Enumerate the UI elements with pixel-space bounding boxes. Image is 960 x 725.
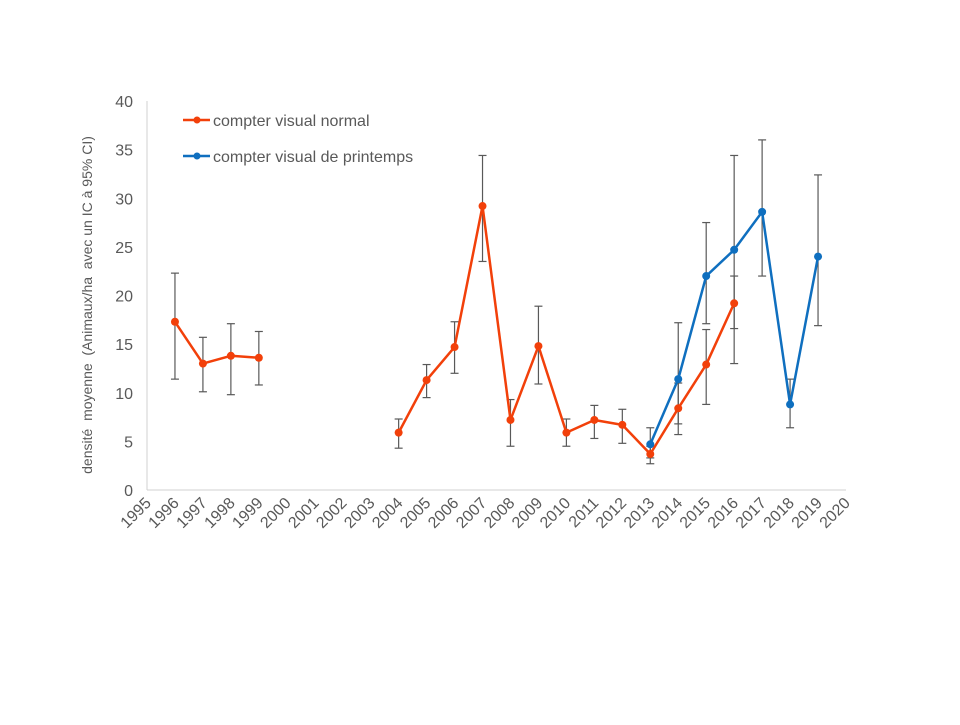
data-point	[478, 202, 487, 211]
x-tick-label: 2007	[453, 495, 490, 532]
y-axis-label: densité moyenne (Animaux/ha avec un IC à…	[79, 136, 95, 474]
data-point	[254, 353, 263, 362]
x-tick-label: 2008	[481, 495, 518, 532]
data-point	[226, 351, 235, 360]
data-point	[562, 428, 571, 437]
data-point	[646, 450, 655, 459]
x-tick-label: 2013	[621, 495, 658, 532]
series-lines	[170, 202, 823, 459]
y-tick-label: 25	[115, 240, 133, 257]
y-tick-label: 0	[124, 483, 133, 500]
x-tick-label: 2018	[761, 495, 798, 532]
x-tick-label: 2009	[509, 495, 546, 532]
legend-marker-printemps	[193, 152, 201, 160]
data-point	[590, 415, 599, 424]
data-point	[646, 440, 655, 449]
x-tick-label: 2010	[537, 495, 574, 532]
data-point	[730, 245, 739, 254]
y-tick-label: 10	[115, 386, 133, 403]
x-tick-label: 2004	[369, 495, 406, 532]
data-point	[674, 375, 683, 384]
y-tick-label: 35	[115, 143, 133, 160]
x-tick-label: 1998	[202, 495, 239, 532]
x-tick-label: 2003	[341, 495, 378, 532]
data-point	[170, 317, 179, 326]
y-tick-label: 30	[115, 191, 133, 208]
x-tick-label: 2020	[817, 495, 854, 532]
x-tick-label: 1996	[146, 495, 183, 532]
legend-label-printemps: compter visual de printemps	[213, 149, 413, 166]
x-tick-label: 2006	[425, 495, 462, 532]
data-point	[702, 272, 711, 281]
x-tick-label: 2005	[397, 495, 434, 532]
data-point	[450, 343, 459, 352]
x-tick-label: 2002	[313, 495, 350, 532]
data-point	[674, 404, 683, 413]
x-tick-label: 1995	[118, 495, 155, 532]
x-tick-label: 2001	[285, 495, 322, 532]
legend-label-normal: compter visual normal	[213, 113, 370, 130]
y-tick-label: 20	[115, 289, 133, 306]
data-point	[702, 360, 711, 369]
series-line	[173, 321, 259, 365]
x-tick-label: 2019	[789, 495, 826, 532]
x-tick-label: 2012	[593, 495, 630, 532]
data-point	[394, 428, 403, 437]
x-tick-label: 2016	[705, 495, 742, 532]
data-point	[730, 299, 739, 308]
data-point	[422, 376, 431, 385]
data-point	[506, 415, 515, 424]
legend: compter visual normal compter visual de …	[183, 113, 413, 166]
data-point	[814, 252, 823, 261]
error-bars	[170, 139, 823, 465]
x-tick-label: 2011	[566, 495, 602, 531]
data-point	[758, 207, 767, 216]
y-tick-label: 5	[124, 434, 133, 451]
x-tick-label: 2014	[649, 495, 686, 532]
x-tick-label: 2000	[257, 495, 294, 532]
data-point	[618, 420, 627, 429]
legend-marker-normal	[193, 116, 201, 124]
series-line	[397, 204, 736, 456]
y-tick-label: 15	[115, 337, 133, 354]
x-tick-label: 2017	[733, 495, 770, 532]
data-point	[534, 342, 543, 351]
x-tick-label: 1997	[174, 495, 211, 532]
x-tick-label: 1999	[229, 495, 266, 532]
data-point	[786, 400, 795, 409]
data-point	[198, 359, 207, 368]
y-tick-label: 40	[115, 94, 133, 111]
x-tick-label: 2015	[677, 495, 714, 532]
